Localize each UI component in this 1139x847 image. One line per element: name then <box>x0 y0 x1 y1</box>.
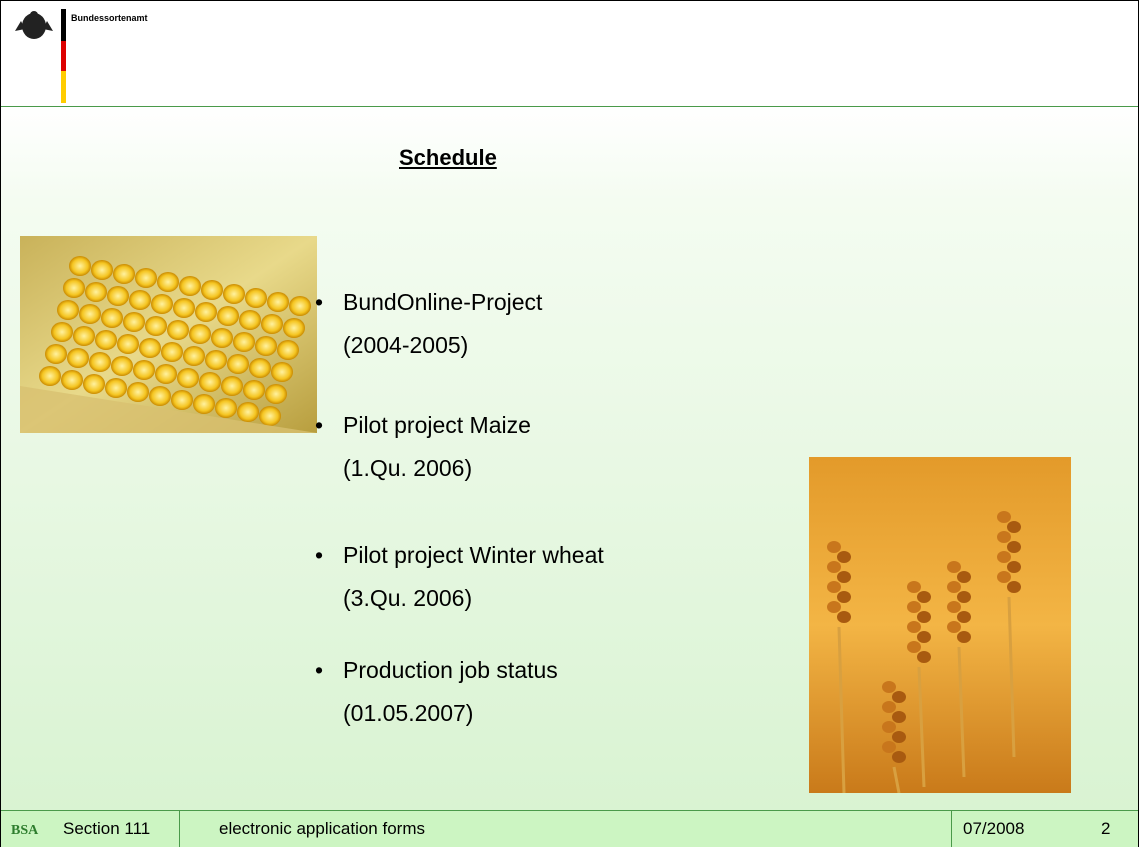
bullet: • <box>315 649 323 692</box>
bullet-item: • BundOnline-Project(2004-2005) <box>315 281 542 367</box>
item-date: (1.Qu. 2006) <box>343 447 531 490</box>
item-name: Pilot project Maize <box>343 404 531 447</box>
slide: Bundessortenamt Schedule • BundOnline-Pro… <box>0 0 1139 847</box>
footer-section: Section 111 <box>63 811 150 847</box>
footer-date: 07/2008 <box>963 811 1024 847</box>
item-name: Production job status <box>343 649 558 692</box>
flag-red <box>61 41 66 71</box>
item-date: (2004-2005) <box>343 324 542 367</box>
logo-text: BSA <box>11 823 39 838</box>
org-name: Bundessortenamt <box>71 13 148 23</box>
slide-title: Schedule <box>399 145 497 171</box>
footer-separator <box>951 811 952 847</box>
bullet: • <box>315 534 323 577</box>
footer-separator <box>179 811 180 847</box>
bullet: • <box>315 404 323 447</box>
bullet-item: • Pilot project Maize(1.Qu. 2006) <box>315 404 531 490</box>
bullet-item: • Production job status(01.05.2007) <box>315 649 558 735</box>
footer-page: 2 <box>1101 811 1110 847</box>
item-name: Pilot project Winter wheat <box>343 534 604 577</box>
footer-logo: BSA <box>11 820 59 838</box>
footer: BSA Section 111 electronic application f… <box>1 810 1138 847</box>
item-name: BundOnline-Project <box>343 281 542 324</box>
flag-gold <box>61 71 66 103</box>
header-graphics: Bundessortenamt <box>1 1 1138 111</box>
flag-black <box>61 9 66 41</box>
wheat-image <box>809 457 1071 793</box>
item-date: (01.05.2007) <box>343 692 558 735</box>
footer-subject: electronic application forms <box>219 811 425 847</box>
maize-image <box>20 236 317 433</box>
eagle-icon <box>15 11 53 39</box>
bullet-item: • Pilot project Winter wheat(3.Qu. 2006) <box>315 534 604 620</box>
bullet: • <box>315 281 323 324</box>
item-date: (3.Qu. 2006) <box>343 577 604 620</box>
